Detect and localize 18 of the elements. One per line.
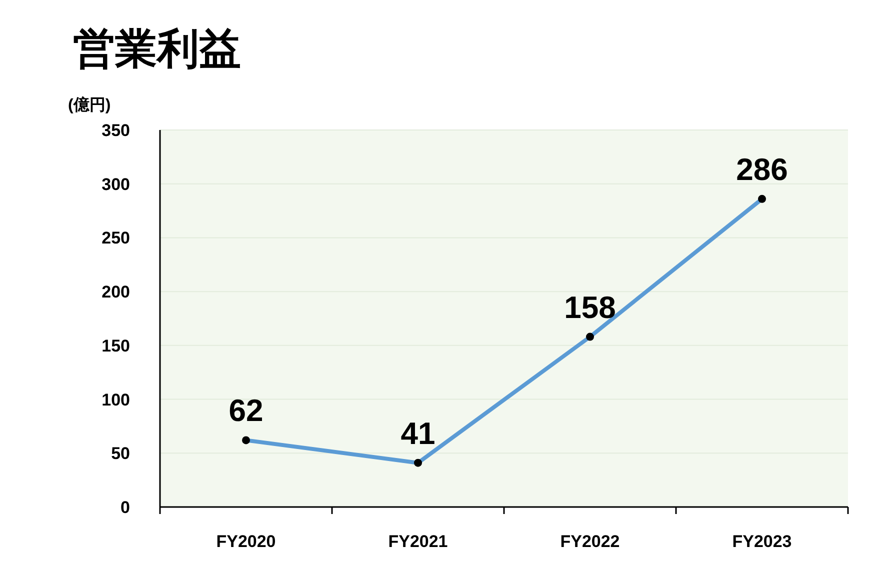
y-tick-label: 350 (102, 121, 130, 140)
y-tick-label: 150 (102, 336, 130, 356)
y-tick-label: 200 (102, 282, 130, 302)
y-tick-label: 100 (102, 390, 130, 410)
x-tick-label: FY2021 (388, 532, 448, 551)
chart-title: 営業利益 (73, 25, 241, 72)
x-tick-label: FY2023 (732, 532, 792, 551)
data-label: 41 (400, 416, 436, 451)
y-tick-label: 250 (102, 228, 130, 248)
data-label: 62 (228, 393, 264, 428)
x-tick-label: FY2022 (560, 532, 620, 551)
data-label: 158 (564, 290, 616, 325)
x-tick-label: FY2020 (216, 532, 276, 551)
y-tick-label: 0 (120, 498, 130, 517)
y-axis-title: (億円) (68, 96, 111, 114)
data-label: 286 (736, 152, 788, 187)
y-tick-label: 50 (111, 444, 130, 464)
y-tick-label: 300 (102, 174, 130, 194)
